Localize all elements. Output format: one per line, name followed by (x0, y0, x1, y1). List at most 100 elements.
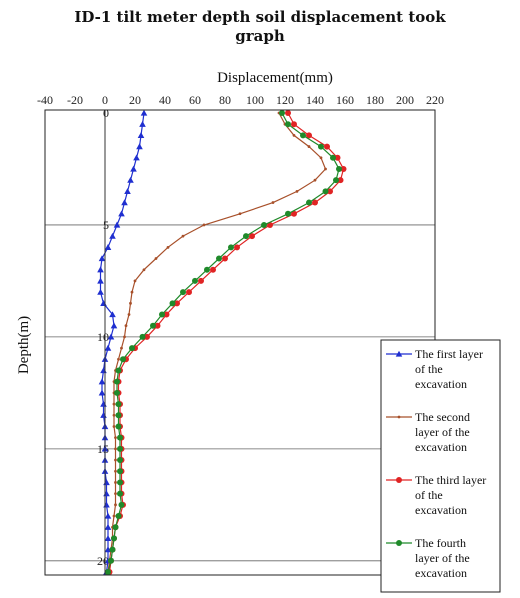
data-point (307, 145, 311, 148)
data-point (127, 176, 134, 183)
data-point (123, 335, 126, 339)
data-point (234, 244, 240, 251)
data-point (144, 333, 150, 340)
y-tick-label: 10 (97, 330, 109, 344)
data-point (133, 279, 137, 283)
data-point (111, 535, 117, 542)
data-point (115, 367, 122, 374)
x-tick-label: 60 (189, 93, 201, 107)
data-series (97, 109, 347, 575)
data-point (112, 514, 116, 518)
data-point (103, 490, 110, 497)
series-2 (106, 111, 327, 574)
x-tick-label: 0 (102, 93, 108, 107)
legend-label: The fourth layer of the excavation (415, 536, 470, 580)
x-tick-label: 220 (426, 93, 444, 107)
data-point (159, 311, 165, 318)
data-point (202, 223, 206, 227)
data-point (222, 255, 228, 262)
data-point (337, 177, 344, 184)
x-tick-labels: -40 -20 0 20 40 60 80 100 120 140 160 180 200 220 (37, 93, 444, 107)
data-point (103, 501, 110, 508)
data-point (216, 255, 222, 262)
data-point (98, 255, 106, 262)
data-point (228, 244, 234, 251)
legend-swatch-marker (397, 415, 401, 419)
data-point (271, 201, 275, 204)
data-point (210, 266, 216, 273)
x-tick-label: 140 (306, 93, 324, 107)
data-point (117, 490, 123, 497)
x-tick-label: 40 (159, 93, 171, 107)
data-point (98, 389, 106, 396)
data-point (127, 313, 131, 316)
data-point (114, 481, 117, 484)
data-point (114, 389, 120, 396)
data-point (114, 503, 117, 507)
x-tick-label: 180 (366, 93, 384, 107)
data-point (285, 110, 291, 116)
data-point (130, 290, 134, 294)
data-point (115, 401, 122, 408)
data-point (112, 402, 116, 406)
data-point (112, 524, 119, 531)
data-point (313, 178, 317, 182)
data-point (124, 188, 131, 195)
data-point (243, 233, 249, 240)
data-point (114, 378, 120, 385)
y-axis-label: Depth(m) (16, 316, 32, 374)
data-point (118, 501, 125, 508)
data-point (117, 479, 123, 486)
y-tick-label: 20 (97, 554, 109, 568)
data-point (97, 288, 104, 295)
legend-label: The third layer of the excavation (415, 473, 486, 517)
x-tick-label: -20 (67, 93, 83, 107)
data-point (192, 277, 198, 284)
data-point (318, 143, 324, 150)
data-point (174, 300, 180, 307)
data-point (107, 333, 115, 340)
data-point (140, 109, 148, 116)
legend-entry: The fourth layer of the excavation (386, 536, 470, 580)
data-point (285, 121, 291, 128)
data-point (104, 523, 112, 530)
data-point (324, 167, 327, 171)
data-point (334, 154, 341, 161)
x-tick-label: 20 (129, 93, 141, 107)
data-point (120, 356, 126, 363)
data-point (139, 333, 146, 340)
legend-swatch-marker (396, 477, 402, 483)
data-point (124, 324, 128, 328)
data-point (139, 120, 146, 127)
legend-label: The second layer of the excavation (415, 410, 470, 454)
data-point (324, 143, 330, 150)
data-point (340, 165, 347, 172)
data-point (118, 210, 125, 217)
data-point (142, 268, 146, 272)
data-point (104, 546, 112, 553)
data-point (100, 400, 107, 407)
data-point (100, 367, 107, 374)
data-point (181, 234, 185, 238)
data-point (129, 345, 135, 352)
data-point (115, 423, 122, 430)
series-4 (105, 110, 342, 575)
data-point (150, 322, 156, 329)
x-tick-label: 80 (219, 93, 231, 107)
data-point (279, 110, 285, 116)
y-tick-labels: 0 5 10 15 20 (97, 106, 109, 568)
data-point (113, 221, 121, 228)
data-point (98, 378, 106, 385)
x-tick-label: 120 (276, 93, 294, 107)
data-point (104, 344, 112, 351)
data-point (291, 210, 297, 217)
data-point (180, 289, 186, 296)
data-point (112, 413, 116, 417)
data-point (163, 311, 170, 318)
legend-swatch-marker (396, 540, 402, 546)
data-point (109, 311, 116, 318)
series-3 (106, 110, 347, 575)
data-point (109, 232, 116, 239)
data-point (249, 233, 255, 240)
legend-box (380, 339, 501, 593)
